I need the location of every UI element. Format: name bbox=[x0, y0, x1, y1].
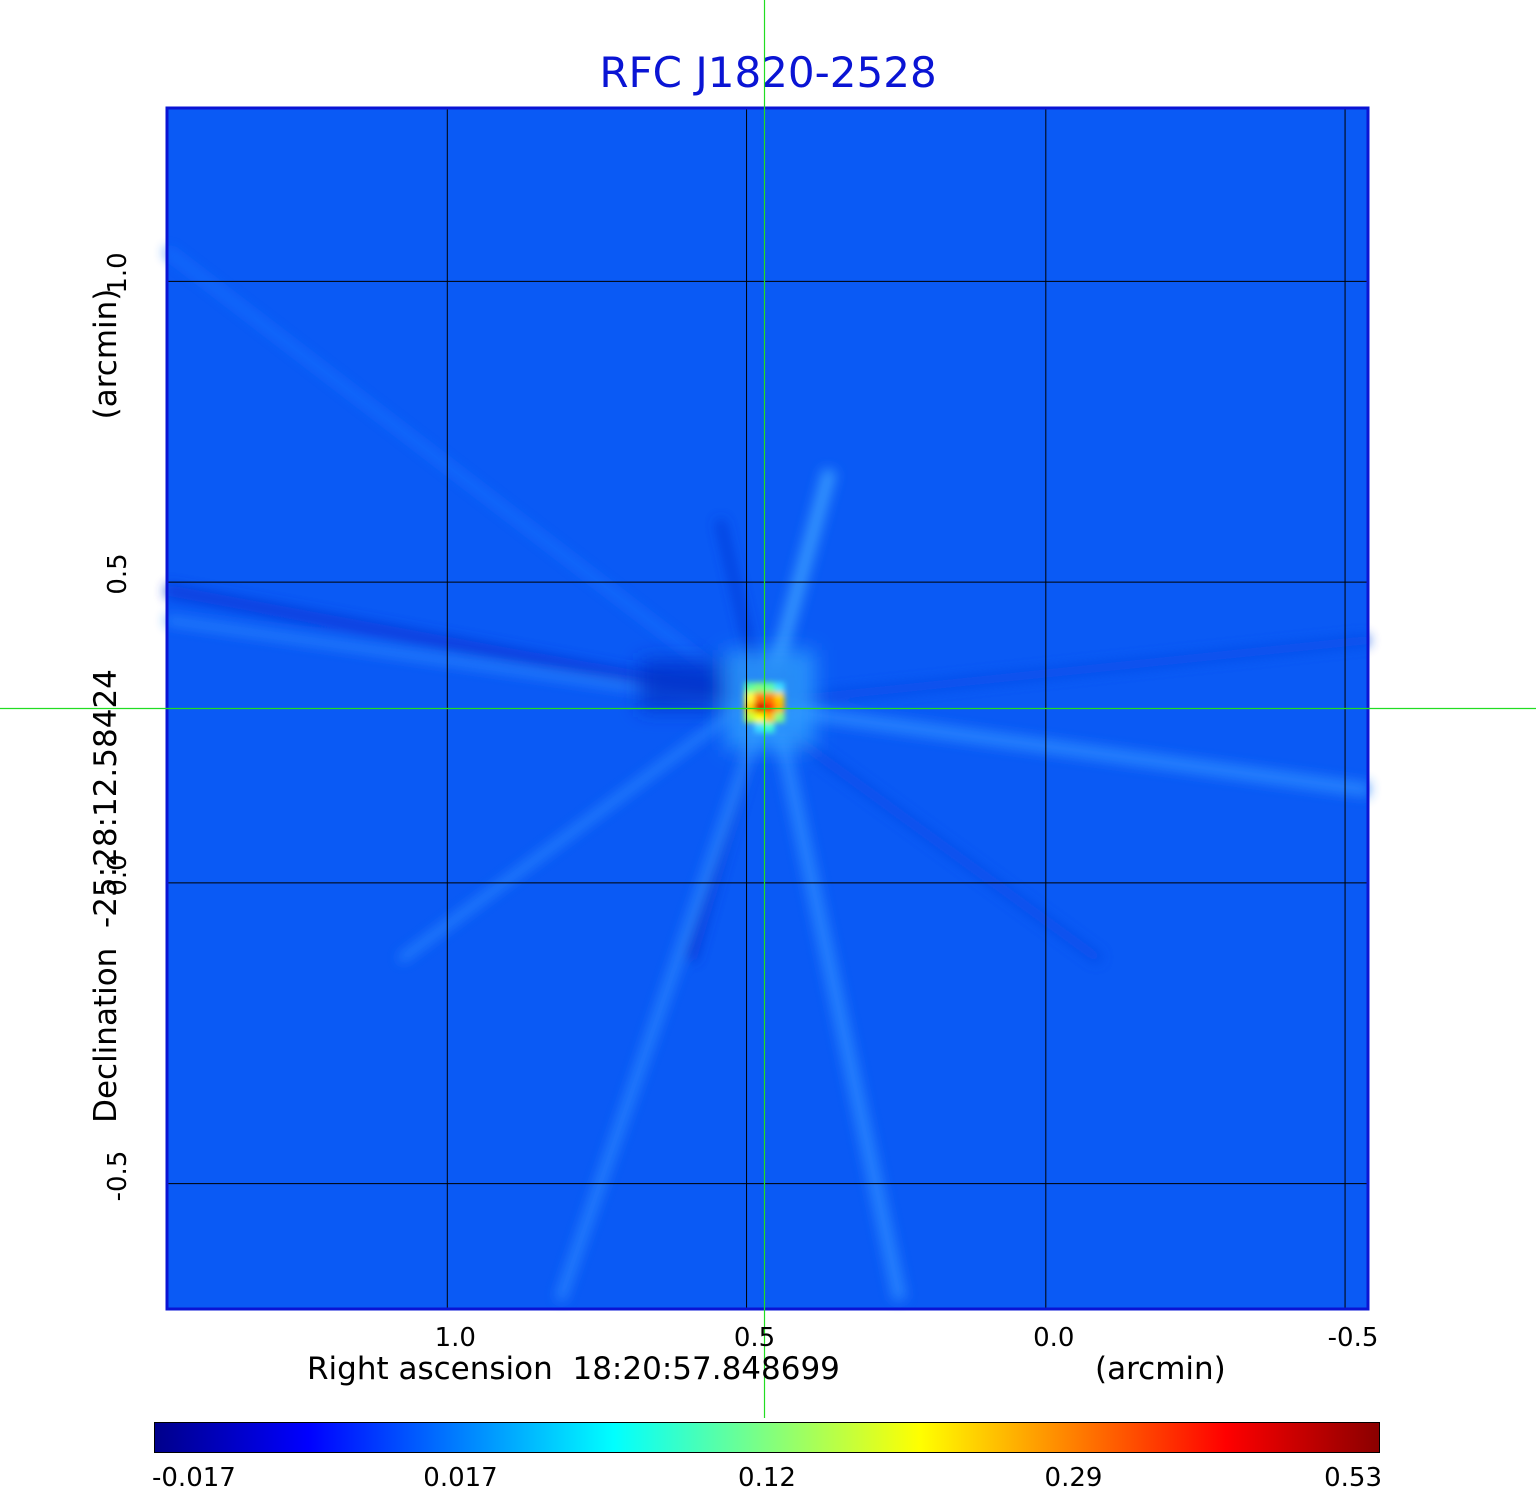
x-tick-label: 1.0 bbox=[434, 1323, 476, 1353]
source-pixel bbox=[774, 692, 785, 703]
x-tick-label: 0.0 bbox=[1033, 1323, 1075, 1353]
source-pixel bbox=[744, 682, 755, 693]
source-pixel bbox=[764, 712, 775, 723]
source-pixel bbox=[774, 682, 785, 693]
source-pixel bbox=[764, 692, 775, 703]
source-pixel bbox=[744, 692, 755, 703]
y-axis-unit-label: (arcmin) bbox=[88, 288, 124, 420]
source-core bbox=[744, 682, 785, 733]
y-axis-label: Declination -25:28:12.58424 bbox=[88, 669, 124, 1123]
source-pixel bbox=[764, 702, 775, 713]
colorbar-tick-label: 0.29 bbox=[1044, 1463, 1103, 1493]
x-axis-label: Right ascension 18:20:57.848699 bbox=[307, 1351, 840, 1387]
source-halo bbox=[640, 650, 815, 750]
colorbar bbox=[154, 1422, 1380, 1453]
x-tick-label: 0.5 bbox=[733, 1323, 776, 1353]
colorbar-tick-label: -0.017 bbox=[152, 1463, 236, 1493]
source-pixel bbox=[754, 702, 765, 713]
source-pixel bbox=[754, 692, 765, 703]
source-pixel bbox=[774, 712, 785, 723]
chart-title: RFC J1820-2528 bbox=[599, 48, 937, 97]
source-pixel bbox=[754, 682, 765, 693]
y-tick-label: -0.5 bbox=[103, 1150, 133, 1202]
x-tick-label: -0.5 bbox=[1327, 1323, 1379, 1353]
colorbar-tick-label: 0.53 bbox=[1324, 1463, 1382, 1493]
x-axis-unit-label: (arcmin) bbox=[1095, 1351, 1226, 1387]
source-pixel bbox=[754, 722, 765, 733]
source-pixel bbox=[754, 712, 765, 723]
source-pixel bbox=[774, 702, 785, 713]
source-pixel bbox=[744, 712, 755, 723]
source-pixel bbox=[744, 702, 755, 713]
y-tick-label: 0.5 bbox=[103, 553, 133, 595]
colorbar-tick-label: 0.017 bbox=[423, 1463, 498, 1493]
sidelobe-streaks bbox=[163, 246, 1370, 1302]
source-pixel bbox=[764, 722, 775, 733]
source-pixel bbox=[764, 682, 775, 693]
image-plot bbox=[0, 0, 1536, 1418]
colorbar-tick-label: 0.12 bbox=[738, 1463, 796, 1493]
